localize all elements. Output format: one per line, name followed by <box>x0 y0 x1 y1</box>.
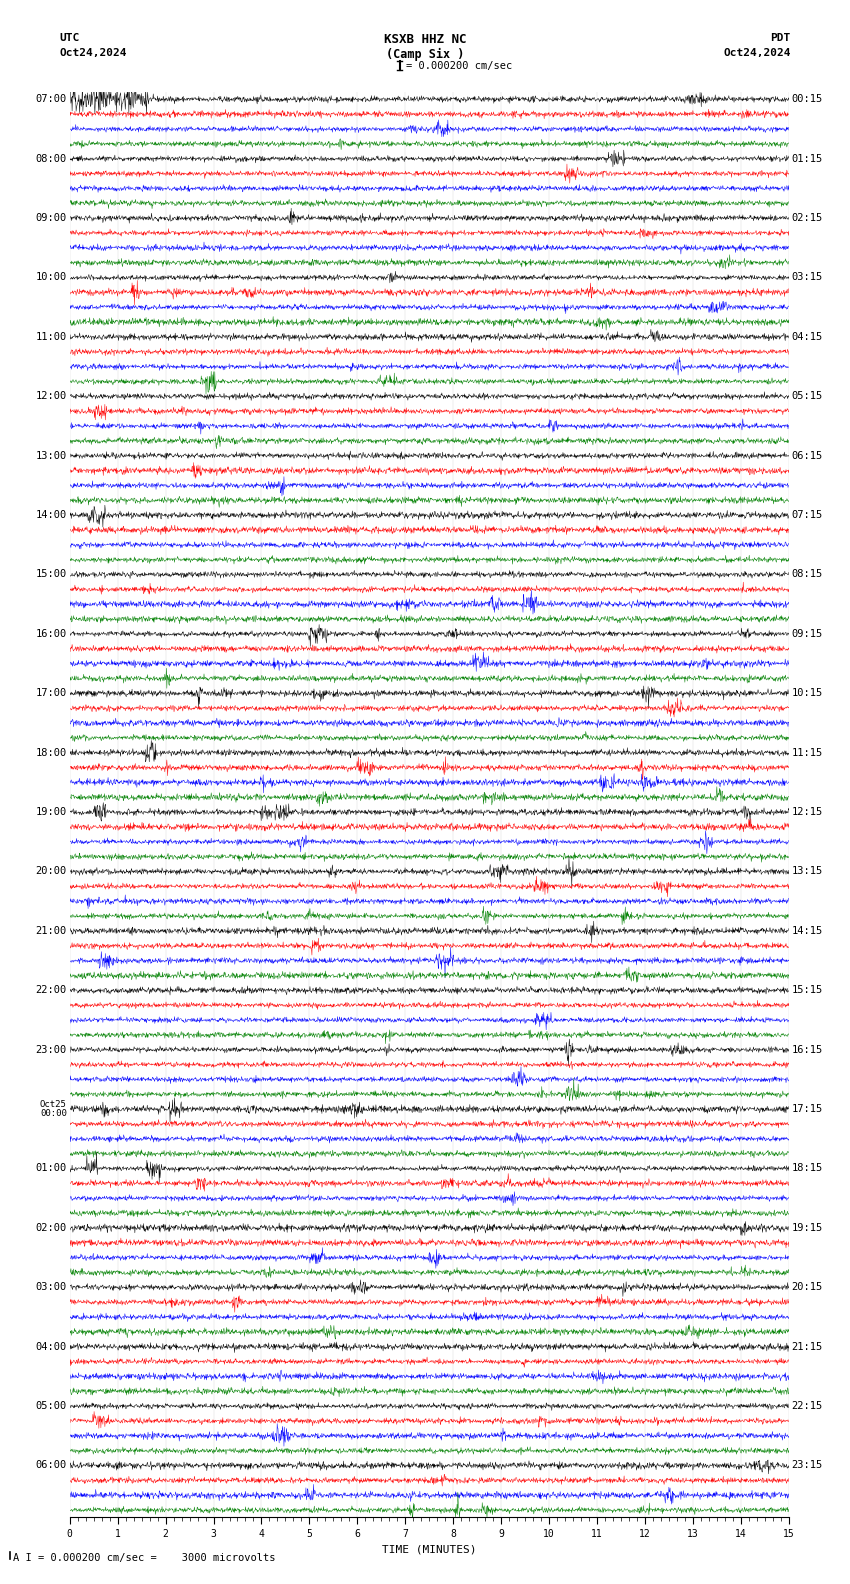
Text: 10:15: 10:15 <box>791 689 823 699</box>
Text: 07:00: 07:00 <box>36 95 67 105</box>
Text: 01:00: 01:00 <box>36 1164 67 1174</box>
Text: 06:15: 06:15 <box>791 451 823 461</box>
Text: UTC: UTC <box>60 33 80 43</box>
Text: A I = 0.000200 cm/sec =    3000 microvolts: A I = 0.000200 cm/sec = 3000 microvolts <box>13 1554 275 1563</box>
Text: 11:00: 11:00 <box>36 333 67 342</box>
X-axis label: TIME (MINUTES): TIME (MINUTES) <box>382 1544 477 1555</box>
Text: 13:00: 13:00 <box>36 451 67 461</box>
Text: 03:15: 03:15 <box>791 272 823 282</box>
Text: 05:00: 05:00 <box>36 1402 67 1411</box>
Text: 21:15: 21:15 <box>791 1342 823 1351</box>
Text: 00:15: 00:15 <box>791 95 823 105</box>
Text: Oct25
00:00: Oct25 00:00 <box>40 1101 67 1118</box>
Text: 18:00: 18:00 <box>36 748 67 757</box>
Text: Oct24,2024: Oct24,2024 <box>723 48 791 57</box>
Text: 13:15: 13:15 <box>791 866 823 876</box>
Text: 12:00: 12:00 <box>36 391 67 401</box>
Text: 11:15: 11:15 <box>791 748 823 757</box>
Text: 04:15: 04:15 <box>791 333 823 342</box>
Text: 22:00: 22:00 <box>36 985 67 995</box>
Text: 10:00: 10:00 <box>36 272 67 282</box>
Text: 06:00: 06:00 <box>36 1460 67 1470</box>
Text: 08:00: 08:00 <box>36 154 67 163</box>
Text: Oct24,2024: Oct24,2024 <box>60 48 127 57</box>
Text: 20:15: 20:15 <box>791 1283 823 1293</box>
Text: 22:15: 22:15 <box>791 1402 823 1411</box>
Text: 23:15: 23:15 <box>791 1460 823 1470</box>
Text: = 0.000200 cm/sec: = 0.000200 cm/sec <box>406 60 513 71</box>
Text: 16:00: 16:00 <box>36 629 67 638</box>
Text: 15:15: 15:15 <box>791 985 823 995</box>
Text: 12:15: 12:15 <box>791 808 823 817</box>
Text: (Camp Six ): (Camp Six ) <box>386 48 464 60</box>
Text: 09:00: 09:00 <box>36 214 67 223</box>
Text: 09:15: 09:15 <box>791 629 823 638</box>
Text: 20:00: 20:00 <box>36 866 67 876</box>
Text: KSXB HHZ NC: KSXB HHZ NC <box>383 33 467 46</box>
Text: 01:15: 01:15 <box>791 154 823 163</box>
Text: 19:15: 19:15 <box>791 1223 823 1232</box>
Text: 18:15: 18:15 <box>791 1164 823 1174</box>
Text: 17:15: 17:15 <box>791 1104 823 1114</box>
Text: 23:00: 23:00 <box>36 1045 67 1055</box>
Text: 19:00: 19:00 <box>36 808 67 817</box>
Text: 02:15: 02:15 <box>791 214 823 223</box>
Text: 03:00: 03:00 <box>36 1283 67 1293</box>
Text: 08:15: 08:15 <box>791 570 823 580</box>
Text: 14:00: 14:00 <box>36 510 67 520</box>
Text: PDT: PDT <box>770 33 790 43</box>
Text: 07:15: 07:15 <box>791 510 823 520</box>
Text: 14:15: 14:15 <box>791 927 823 936</box>
Text: 15:00: 15:00 <box>36 570 67 580</box>
Text: 02:00: 02:00 <box>36 1223 67 1232</box>
Text: 16:15: 16:15 <box>791 1045 823 1055</box>
Text: 04:00: 04:00 <box>36 1342 67 1351</box>
Text: 21:00: 21:00 <box>36 927 67 936</box>
Text: 05:15: 05:15 <box>791 391 823 401</box>
Text: 17:00: 17:00 <box>36 689 67 699</box>
